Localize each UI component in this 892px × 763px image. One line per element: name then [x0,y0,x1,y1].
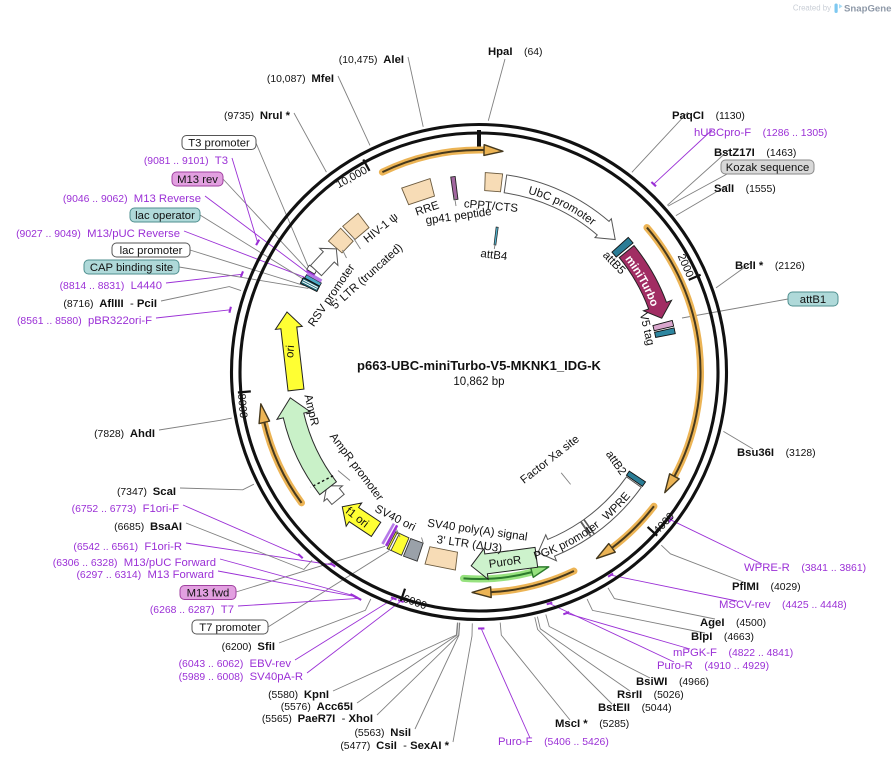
svg-text:Puro-R (4910 .. 4929): Puro-R (4910 .. 4929) [657,660,769,672]
svg-text:Created by: Created by [793,4,831,13]
svg-text:(10,087) MfeI: (10,087) MfeI [267,73,334,85]
svg-text:10,862 bp: 10,862 bp [453,376,504,388]
svg-text:T7 promoter: T7 promoter [199,622,261,634]
svg-text:(5477) CsiI - SexAI *: (5477) CsiI - SexAI * [340,740,449,752]
svg-text:mPGK-F (4822 .. 4841): mPGK-F (4822 .. 4841) [673,647,793,659]
svg-text:(5580) KpnI: (5580) KpnI [268,689,329,701]
svg-text:(6542 .. 6561) F1ori-R: (6542 .. 6561) F1ori-R [73,541,182,553]
svg-text:(9081 .. 9101) T3: (9081 .. 9101) T3 [144,155,228,167]
svg-text:SnapGene: SnapGene [844,4,891,15]
svg-text:(7347) ScaI: (7347) ScaI [117,486,176,498]
svg-text:p663-UBC-miniTurbo-V5-MKNK1_ID: p663-UBC-miniTurbo-V5-MKNK1_IDG-K [357,358,601,373]
svg-text:M13 fwd: M13 fwd [187,587,230,599]
svg-text:BclI * (2126): BclI * (2126) [735,260,805,272]
svg-text:(5989 .. 6008) SV40pA-R: (5989 .. 6008) SV40pA-R [179,671,303,683]
svg-text:BstZ17I (1463): BstZ17I (1463) [714,147,796,159]
svg-text:CAP binding site: CAP binding site [90,262,173,274]
svg-text:(10,475) AleI: (10,475) AleI [339,54,404,66]
svg-text:(6752 .. 6773) F1ori-F: (6752 .. 6773) F1ori-F [72,503,179,515]
svg-text:ori: ori [284,345,297,359]
svg-text:HpaI (64): HpaI (64) [488,46,543,58]
svg-text:lac promoter: lac promoter [120,245,183,257]
svg-text:(6297 .. 6314) M13 Forward: (6297 .. 6314) M13 Forward [76,569,214,581]
svg-text:lac operator: lac operator [135,210,195,222]
svg-text:Bsu36I (3128): Bsu36I (3128) [737,447,816,459]
svg-text:(5565) PaeR7I - XhoI: (5565) PaeR7I - XhoI [262,713,373,725]
svg-text:(6306 .. 6328) M13/pUC Forwar: (6306 .. 6328) M13/pUC Forward [53,557,216,569]
svg-text:(5576) Acc65I: (5576) Acc65I [281,701,353,713]
svg-text:RsrII (5026): RsrII (5026) [617,689,684,701]
svg-text:WPRE-R (3841 .. 3861): WPRE-R (3841 .. 3861) [744,562,866,574]
svg-text:(9735) NruI *: (9735) NruI * [224,110,291,122]
svg-text:MSCV-rev (4425 .. 4448): MSCV-rev (4425 .. 4448) [719,599,847,611]
svg-text:(6268 .. 6287) T7: (6268 .. 6287) T7 [150,604,234,616]
svg-text:(8561 .. 8580) pBR322ori-F: (8561 .. 8580) pBR322ori-F [17,315,152,327]
svg-text:Kozak sequence: Kozak sequence [726,162,810,174]
svg-text:BstEII (5044): BstEII (5044) [598,702,672,714]
svg-text:BlpI (4663): BlpI (4663) [691,631,754,643]
svg-text:(8716) AflIII - PciI: (8716) AflIII - PciI [63,298,157,310]
svg-text:(7828) AhdI: (7828) AhdI [94,428,155,440]
svg-text:(6200) SfiI: (6200) SfiI [222,641,275,653]
svg-text:T3 promoter: T3 promoter [188,137,250,149]
svg-text:Puro-F (5406 .. 5426): Puro-F (5406 .. 5426) [498,736,609,748]
svg-text:(6043 .. 6062) EBV-rev: (6043 .. 6062) EBV-rev [179,658,292,670]
svg-text:(9046 .. 9062) M13 Reverse: (9046 .. 9062) M13 Reverse [63,193,201,205]
svg-text:M13 rev: M13 rev [177,174,218,186]
svg-text:AgeI (4500): AgeI (4500) [700,617,766,629]
svg-text:MscI * (5285): MscI * (5285) [555,718,629,730]
svg-text:(8814 .. 8831) L4440: (8814 .. 8831) L4440 [60,280,162,292]
svg-text:(9027 .. 9049) M13/pUC Revers: (9027 .. 9049) M13/pUC Reverse [16,228,180,240]
svg-text:8000: 8000 [235,393,249,418]
svg-text:hUBCpro-F (1286 .. 1305): hUBCpro-F (1286 .. 1305) [694,127,827,139]
svg-text:PflMI (4029): PflMI (4029) [732,581,801,593]
svg-text:(5563) NsiI: (5563) NsiI [354,727,411,739]
svg-text:SalI (1555): SalI (1555) [714,183,776,195]
svg-text:BsiWI (4966): BsiWI (4966) [636,676,709,688]
svg-text:PaqCI (1130): PaqCI (1130) [672,110,745,122]
svg-text:attB1: attB1 [800,294,826,306]
svg-text:(6685) BsaAI: (6685) BsaAI [114,521,182,533]
